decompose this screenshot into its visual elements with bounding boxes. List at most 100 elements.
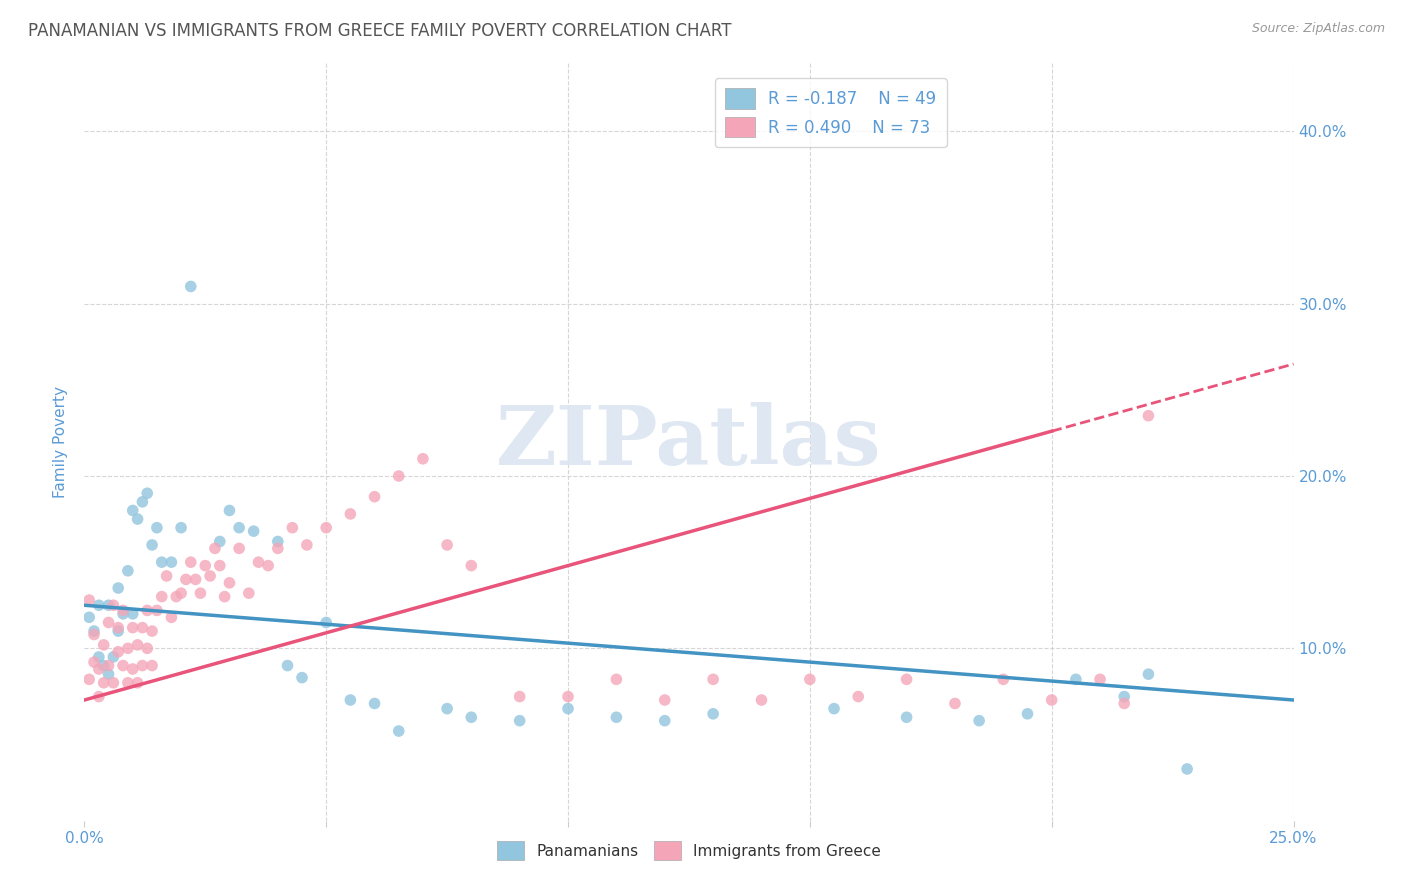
Point: [363, 490, 385, 504]
Point: [112, 603, 135, 617]
Point: [1040, 693, 1063, 707]
Point: [131, 495, 153, 509]
Point: [170, 586, 193, 600]
Point: [117, 641, 139, 656]
Point: [247, 555, 270, 569]
Point: [460, 710, 482, 724]
Point: [388, 469, 411, 483]
Point: [208, 558, 231, 573]
Point: [194, 558, 217, 573]
Point: [155, 569, 177, 583]
Point: [146, 603, 169, 617]
Point: [150, 555, 173, 569]
Point: [281, 521, 304, 535]
Point: [127, 512, 149, 526]
Point: [208, 534, 231, 549]
Point: [77, 593, 100, 607]
Point: [121, 662, 143, 676]
Point: [107, 624, 129, 639]
Point: [83, 624, 105, 639]
Point: [160, 555, 183, 569]
Point: [160, 610, 183, 624]
Point: [93, 638, 115, 652]
Point: [87, 662, 110, 676]
Point: [436, 538, 458, 552]
Point: [127, 675, 149, 690]
Point: [436, 701, 458, 715]
Point: [1137, 667, 1160, 681]
Point: [93, 658, 115, 673]
Point: [702, 706, 724, 721]
Point: [136, 641, 159, 656]
Point: [131, 658, 153, 673]
Point: [141, 538, 163, 552]
Point: [107, 621, 129, 635]
Point: [93, 675, 115, 690]
Point: [1114, 697, 1136, 711]
Point: [1017, 706, 1039, 721]
Point: [184, 573, 207, 587]
Point: [141, 658, 163, 673]
Point: [557, 690, 579, 704]
Point: [180, 555, 202, 569]
Point: [1114, 690, 1136, 704]
Point: [315, 615, 337, 630]
Point: [83, 655, 105, 669]
Point: [83, 627, 105, 641]
Point: [1175, 762, 1198, 776]
Point: [257, 558, 280, 573]
Text: Source: ZipAtlas.com: Source: ZipAtlas.com: [1251, 22, 1385, 36]
Point: [654, 714, 676, 728]
Point: [315, 521, 337, 535]
Point: [136, 486, 159, 500]
Point: [117, 675, 139, 690]
Point: [103, 675, 125, 690]
Point: [943, 697, 966, 711]
Point: [242, 524, 264, 538]
Point: [121, 621, 143, 635]
Point: [896, 710, 918, 724]
Point: [107, 645, 129, 659]
Point: [896, 673, 918, 687]
Point: [218, 575, 240, 590]
Point: [267, 534, 290, 549]
Point: [846, 690, 869, 704]
Point: [141, 624, 163, 639]
Point: [1064, 673, 1087, 687]
Point: [605, 673, 627, 687]
Legend: Panamanians, Immigrants from Greece: Panamanians, Immigrants from Greece: [491, 835, 887, 866]
Point: [180, 279, 202, 293]
Point: [131, 621, 153, 635]
Point: [238, 586, 260, 600]
Point: [1137, 409, 1160, 423]
Point: [267, 541, 290, 556]
Point: [190, 586, 212, 600]
Point: [170, 521, 193, 535]
Point: [388, 724, 411, 739]
Point: [146, 521, 169, 535]
Point: [460, 558, 482, 573]
Point: [198, 569, 221, 583]
Point: [97, 658, 120, 673]
Point: [87, 690, 110, 704]
Point: [363, 697, 385, 711]
Point: [276, 658, 298, 673]
Point: [291, 671, 314, 685]
Point: [218, 503, 240, 517]
Point: [204, 541, 226, 556]
Point: [605, 710, 627, 724]
Point: [97, 615, 120, 630]
Point: [509, 714, 531, 728]
Point: [557, 701, 579, 715]
Point: [77, 610, 100, 624]
Point: [1088, 673, 1111, 687]
Point: [87, 649, 110, 664]
Point: [150, 590, 173, 604]
Point: [136, 603, 159, 617]
Point: [165, 590, 187, 604]
Point: [412, 451, 434, 466]
Point: [228, 541, 250, 556]
Point: [112, 607, 135, 621]
Point: [127, 638, 149, 652]
Y-axis label: Family Poverty: Family Poverty: [53, 385, 69, 498]
